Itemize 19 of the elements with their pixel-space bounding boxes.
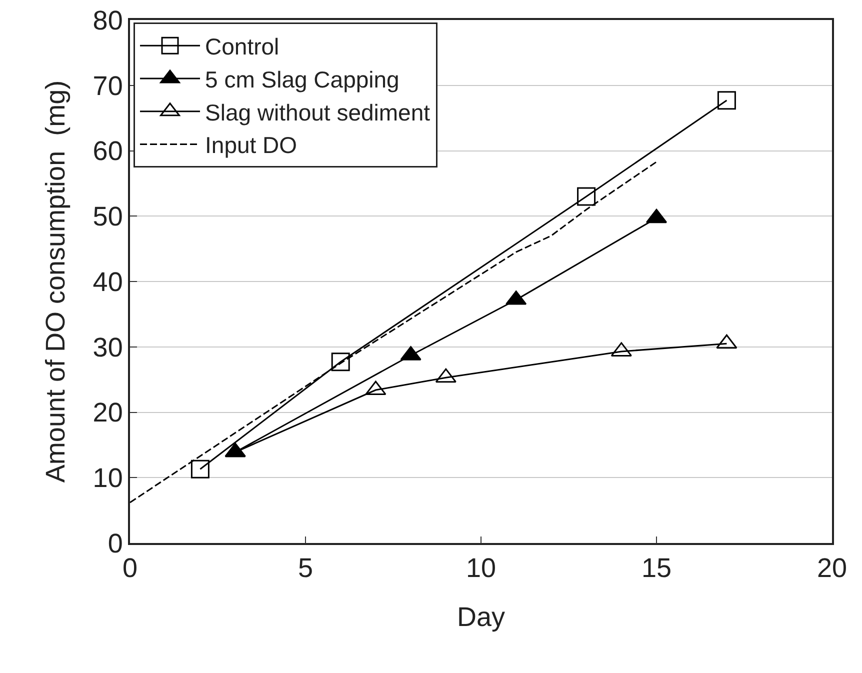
x-tick-label: 10 <box>466 553 496 584</box>
legend-label: Slag without sediment <box>205 99 431 126</box>
x-tick-label: 5 <box>298 553 314 584</box>
y-tick-label: 60 <box>92 136 123 166</box>
y-tick-label: 80 <box>92 5 123 36</box>
x-tick-label: 20 <box>816 553 848 584</box>
x-axis-title: Day <box>456 602 506 632</box>
legend-label: 5 cm Slag Capping <box>205 66 400 92</box>
x-tick-label: 15 <box>641 553 672 584</box>
legend-label: Control <box>205 34 280 60</box>
y-tick-label: 10 <box>92 463 123 494</box>
y-tick-label: 40 <box>92 266 123 297</box>
y-tick-label: 70 <box>92 70 123 101</box>
y-tick-label: 50 <box>92 202 123 232</box>
legend-label: Input DO <box>205 132 298 158</box>
y-tick-label: 30 <box>92 332 123 362</box>
y-tick-label: 0 <box>108 528 123 558</box>
y-tick-label: 20 <box>92 398 123 428</box>
y-axis-title: Amount of DO consumption (mg) <box>40 80 70 483</box>
